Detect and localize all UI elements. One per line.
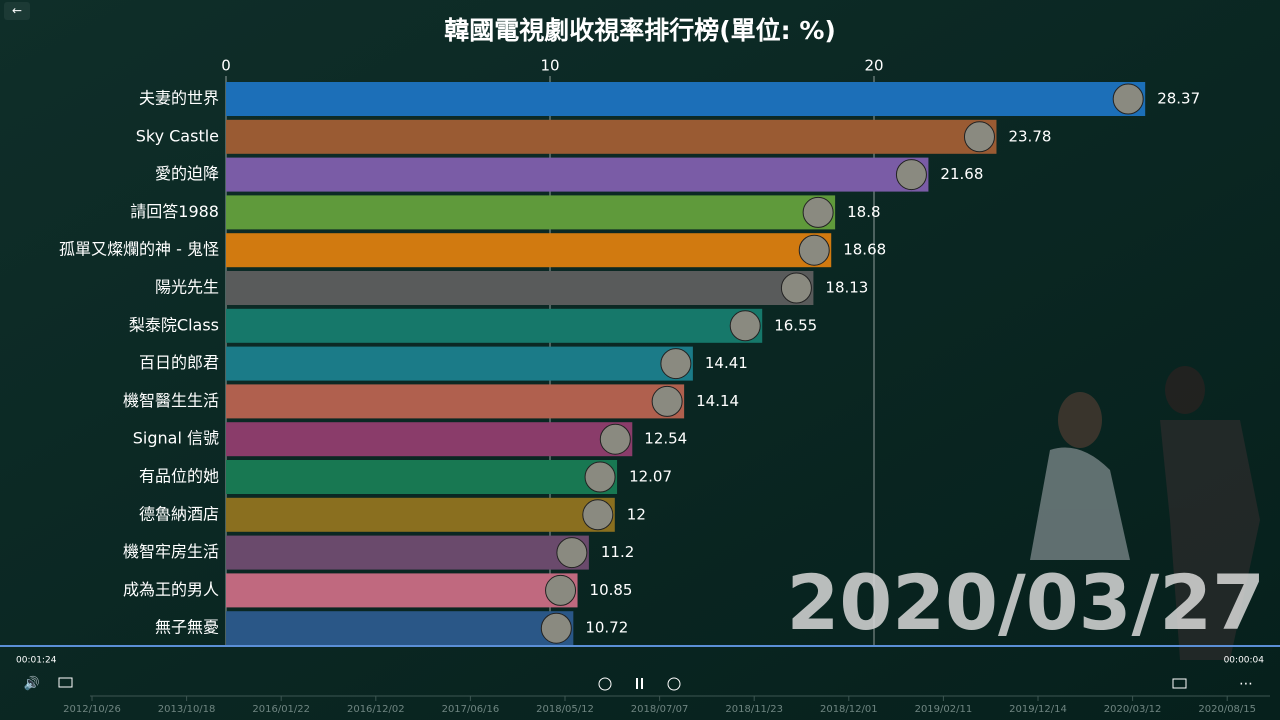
bar	[226, 119, 997, 154]
bar-avatar	[798, 234, 830, 266]
pip-button[interactable]	[1172, 678, 1187, 689]
value-label: 10.85	[590, 581, 633, 599]
bar	[226, 535, 589, 570]
timeline-label: 2016/01/22	[252, 704, 310, 715]
bar-avatar	[540, 612, 572, 644]
category-label: 請回答1988	[130, 202, 219, 221]
category-label: 愛的迫降	[155, 164, 219, 183]
bar-avatar	[599, 423, 631, 455]
timeline-label: 2019/12/14	[1009, 704, 1067, 715]
value-label: 14.14	[696, 392, 739, 410]
timeline-label: 2018/12/01	[820, 704, 878, 715]
bar	[226, 422, 633, 457]
category-label: 機智牢房生活	[123, 542, 219, 561]
rewind-button[interactable]	[598, 677, 612, 691]
value-label: 12.54	[644, 430, 687, 448]
value-label: 12.07	[629, 468, 672, 486]
category-label: 夫妻的世界	[139, 89, 219, 108]
bar-avatar	[660, 348, 692, 380]
timeline-label: 2017/06/16	[442, 704, 500, 715]
bar-avatar	[963, 121, 995, 153]
more-button[interactable]: ⋯	[1239, 676, 1253, 692]
decorative-figure	[1030, 366, 1260, 660]
category-label: Sky Castle	[136, 126, 219, 145]
value-label: 14.41	[705, 354, 748, 372]
category-label: 成為王的男人	[123, 580, 219, 599]
bar-avatar	[545, 574, 577, 606]
category-label: 德魯納酒店	[139, 504, 219, 523]
value-label: 12	[627, 505, 646, 523]
bar	[226, 157, 929, 192]
category-label: 無子無憂	[155, 618, 219, 637]
value-label: 21.68	[940, 165, 983, 183]
video-player: 00:01:24 00:00:04 🔊 ⋯ 2012/10/26 2013/10/…	[0, 645, 1280, 715]
category-label: 陽光先生	[155, 278, 219, 297]
remaining-time: 00:00:04	[1224, 656, 1265, 666]
timeline-label: 2018/07/07	[631, 704, 689, 715]
category-label: 有品位的她	[139, 467, 219, 486]
x-tick-label: 20	[864, 57, 883, 75]
value-label: 28.37	[1157, 90, 1200, 108]
bar	[226, 233, 832, 268]
captions-button[interactable]	[58, 677, 73, 688]
chart-title: 韓國電視劇收視率排行榜(單位: %)	[444, 16, 836, 45]
timeline-label: 2020/08/15	[1198, 704, 1256, 715]
value-label: 16.55	[774, 316, 817, 334]
timeline-label: 2018/05/12	[536, 704, 594, 715]
bar	[226, 271, 814, 305]
bar-avatar	[584, 461, 616, 493]
pause-bar[interactable]	[636, 678, 638, 689]
bar-avatar	[802, 196, 834, 228]
timeline-label: 2020/03/12	[1104, 704, 1162, 715]
bar	[226, 384, 685, 419]
bar	[226, 195, 836, 230]
timeline-label: 2016/12/02	[347, 704, 405, 715]
bar	[226, 611, 574, 646]
bar	[226, 497, 615, 532]
value-label: 18.8	[847, 203, 880, 221]
timeline-label: 2018/11/23	[725, 704, 783, 715]
elapsed-time: 00:01:24	[16, 656, 57, 666]
bar-avatar	[1112, 83, 1144, 115]
volume-button[interactable]: 🔊	[24, 675, 40, 692]
value-label: 23.78	[1008, 127, 1051, 145]
value-label: 10.72	[585, 619, 628, 637]
value-label: 18.68	[843, 241, 886, 259]
back-button[interactable]	[4, 2, 30, 20]
category-label: 梨泰院Class	[129, 315, 219, 334]
bar	[226, 460, 618, 494]
timeline-label: 2013/10/18	[158, 704, 216, 715]
bar-avatar	[651, 385, 683, 417]
bar-avatar	[780, 272, 812, 304]
bar	[226, 308, 763, 343]
value-label: 11.2	[601, 543, 634, 561]
forward-button[interactable]	[667, 677, 681, 691]
bar	[226, 82, 1146, 116]
x-tick-label: 10	[540, 57, 559, 75]
chart: 0 10 20 夫妻的世界 28.37 Sky Castle 23.78 愛的迫降 21.68 請…	[59, 57, 1200, 646]
bar	[226, 346, 693, 381]
timeline-label: 2019/02/11	[915, 704, 973, 715]
bar-avatar	[582, 499, 614, 531]
timeline: 2012/10/26 2013/10/18 2016/01/22 2016/12/02…	[63, 696, 1256, 715]
bar-avatar	[556, 537, 588, 569]
timeline-label: 2012/10/26	[63, 704, 121, 715]
value-label: 18.13	[825, 279, 868, 297]
pause-bar[interactable]	[641, 678, 643, 689]
back-icon[interactable]: ←	[12, 4, 22, 18]
category-label: 百日的郎君	[139, 353, 219, 372]
category-label: Signal 信號	[133, 429, 219, 448]
date-label: 2020/03/27	[786, 558, 1265, 647]
x-tick-label: 0	[221, 57, 231, 75]
bar	[226, 573, 578, 608]
category-label: 機智醫生生活	[123, 391, 219, 410]
bar-avatar	[729, 310, 761, 342]
category-label: 孤單又燦爛的神 - 鬼怪	[59, 240, 219, 259]
bar-avatar	[895, 159, 927, 191]
